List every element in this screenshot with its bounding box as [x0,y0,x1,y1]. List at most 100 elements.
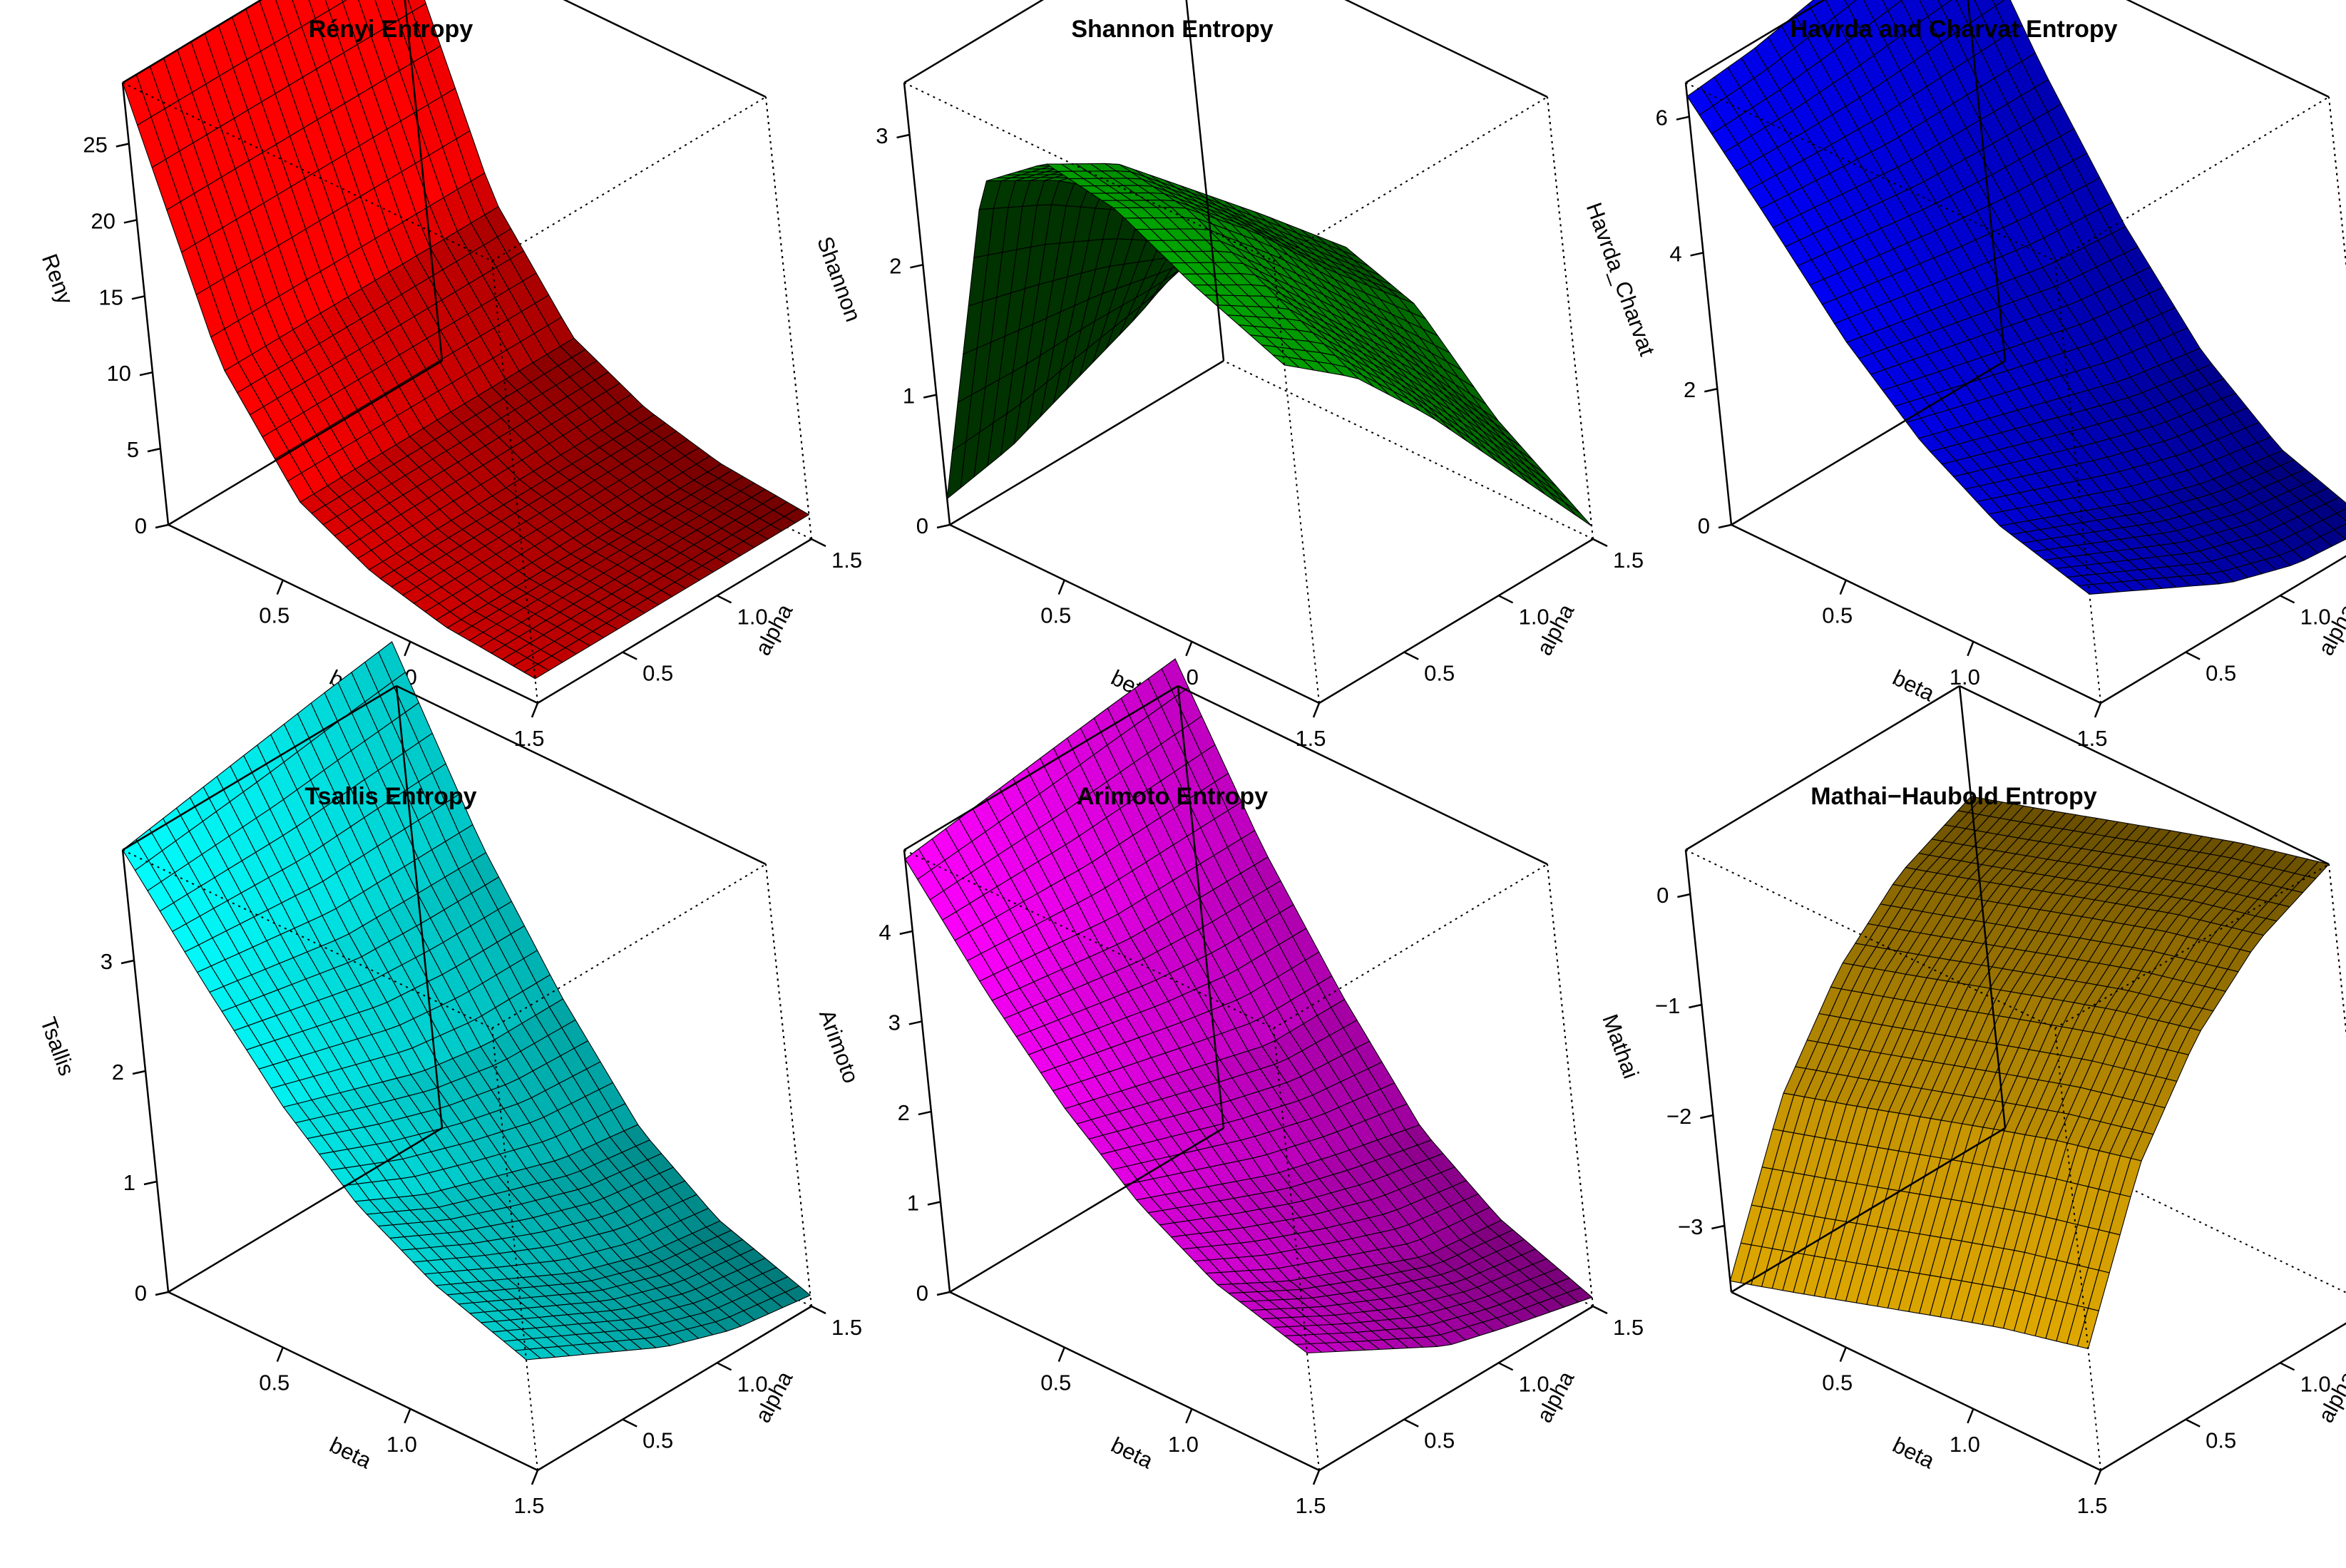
x-tick-label: 1.5 [1295,1493,1326,1518]
box-edge [2328,864,2346,1037]
x-tick-mark [1057,1347,1065,1363]
y-tick-mark [717,1362,732,1371]
z-tick-label: 2 [898,1100,910,1125]
box-edge [168,1291,538,1472]
box-edge [2100,1322,2346,1472]
box-edge [903,0,1045,84]
box-edge [1685,685,1960,851]
z-tick-label: 4 [879,920,891,945]
box-edge [404,0,444,362]
z-tick-mark [899,930,913,936]
x-tick-label: 1.5 [2076,1493,2107,1518]
y-tick-mark [2185,1418,2201,1428]
y-tick-label: 1.0 [737,604,768,629]
z-axis-label: Tsallis [36,1014,80,1079]
y-tick-mark [2280,595,2295,604]
y-tick-mark [1592,1305,1608,1315]
x-tick-mark [531,1470,539,1485]
box-edge [2100,555,2346,704]
box-edge [903,685,1179,851]
z-tick-mark [936,1291,951,1296]
x-tick-mark [1312,1470,1321,1485]
z-axis-label: Shannon [812,233,866,325]
box-back-edge [1223,360,1594,540]
z-tick-label: 3 [101,949,113,974]
z-tick-mark [936,523,951,529]
x-tick-mark [276,580,284,595]
panel-title: Tsallis Entropy [304,783,476,810]
y-tick-label: 1.0 [737,1371,768,1396]
box-back-edge [765,864,812,1307]
surface-facet [2077,1308,2099,1350]
x-tick-mark [1839,580,1847,595]
x-tick-label: 1.5 [2076,726,2107,751]
box-edge [1177,685,1548,866]
x-axis-label: beta [1889,1433,1939,1474]
box-back-edge [1547,864,1594,1307]
x-tick-label: 1.5 [513,1493,544,1518]
x-tick-mark [1185,641,1193,657]
z-tick-label: 0 [916,513,928,538]
z-tick-mark [143,1180,158,1186]
z-tick-mark [1711,1224,1725,1230]
box-edge [396,685,767,866]
box-edge [1731,359,2006,526]
z-axis-label: Arimoto [814,1006,864,1086]
box-back-edge [1685,849,2056,1029]
panel-4: Tsallis Entropy 0 1 2 3 Tsallis 0.5 1.0 1.5 beta 0… [36,641,862,1518]
x-tick-label: 0.5 [259,1370,290,1395]
z-tick-mark [139,371,153,376]
z-tick-mark [1718,523,1732,529]
box-edge [1731,1291,2101,1472]
z-tick-mark [1676,116,1690,121]
box-edge [168,359,443,526]
panel-title: Arimoto Entropy [1077,783,1268,810]
y-tick-label: 1.5 [1613,1315,1644,1340]
x-tick-mark [531,702,539,718]
y-tick-mark [811,538,826,548]
x-tick-mark [1967,1408,1974,1424]
y-tick-label: 1.5 [831,1315,862,1340]
box-edge [121,82,170,526]
box-edge [2328,96,2346,270]
z-tick-mark [132,1070,146,1075]
z-tick-mark [123,219,138,224]
z-axis-label: Reny [37,250,78,307]
x-axis-label: beta [1889,665,1939,707]
y-tick-label: 1.0 [2300,604,2331,629]
y-tick-mark [1498,1362,1514,1371]
surface-facet [2077,583,2105,595]
box-back-edge [1273,864,1548,1029]
box-edge [168,523,538,704]
z-tick-mark [121,959,135,965]
x-tick-label: 0.5 [259,603,290,628]
box-edge [949,523,1320,704]
z-tick-label: −3 [1678,1214,1703,1239]
box-edge [1547,96,1594,540]
x-tick-label: 0.5 [1822,1370,1853,1395]
panel-6: Mathai−Haubold Entropy −3 −2 −1 0 Mathai 0.5 1.… [1597,685,2346,1518]
z-tick-label: 0 [135,1281,147,1306]
box-edge [1684,849,1733,1293]
y-tick-mark [1403,1418,1419,1428]
x-tick-mark [2094,702,2102,718]
box-back-edge [491,864,767,1029]
surface-facet [1992,0,2005,6]
x-axis-label: beta [326,1433,376,1474]
z-tick-label: 2 [1684,377,1696,402]
box-edge [949,1127,1224,1293]
x-tick-label: 0.5 [1822,603,1853,628]
box-edge [1967,0,2007,362]
box-back-edge [2054,864,2330,1029]
z-tick-label: 25 [83,133,107,158]
box-edge [1185,0,1225,362]
z-tick-mark [1700,1114,1714,1119]
x-tick-label: 0.5 [1040,1370,1071,1395]
z-tick-label: 6 [1656,106,1668,130]
box-back-edge [2328,96,2346,270]
surface-facet [1564,501,1592,527]
box-edge [949,1291,1320,1472]
box-edge [395,685,444,1129]
box-edge [168,1127,443,1293]
z-tick-label: 15 [98,285,123,309]
